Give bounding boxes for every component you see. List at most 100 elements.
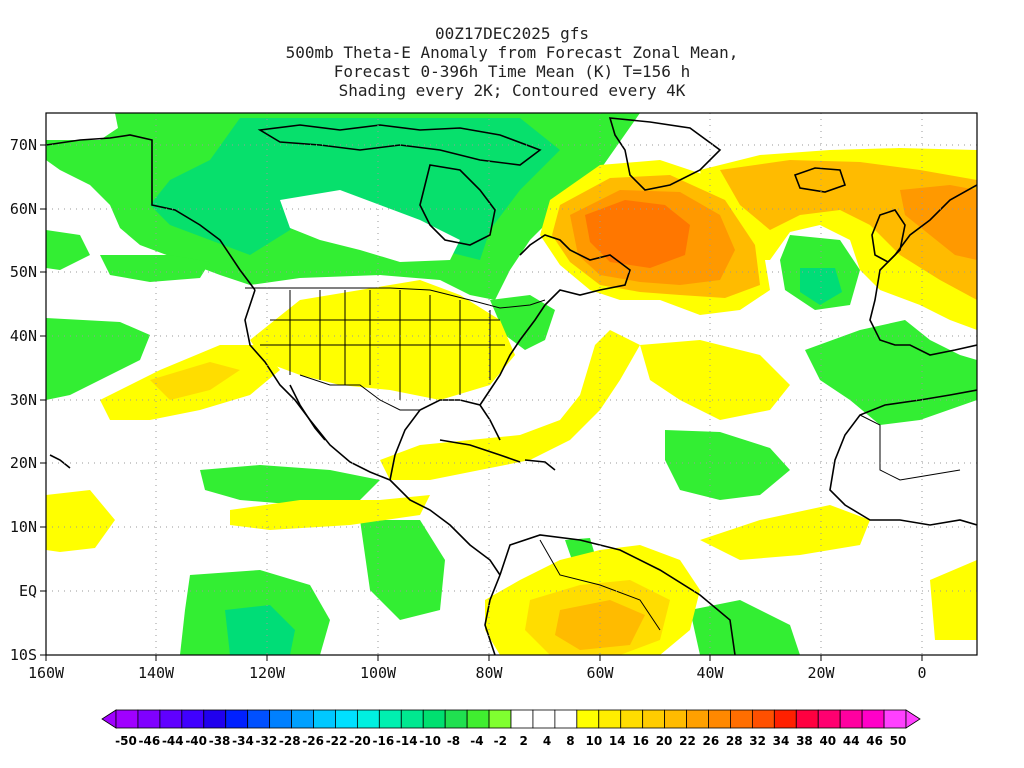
lon-label: 0 <box>917 664 926 682</box>
lat-label: 20N <box>10 454 37 472</box>
shade-green-dark-atlantic <box>800 268 842 305</box>
colorbar-label: 8 <box>566 734 574 748</box>
colorbar-swatch <box>576 709 600 729</box>
colorbar-swatch <box>839 709 863 729</box>
longitude-labels: 160W 140W 120W 100W 80W 60W 40W 20W 0 <box>28 664 927 682</box>
colorbar-swatch <box>510 709 534 729</box>
colorbar-swatch <box>313 709 336 729</box>
border-africa-west <box>859 414 961 481</box>
graticule <box>46 113 977 655</box>
colorbar-swatch <box>203 709 227 729</box>
shade-yellow-dark-pacific-band <box>150 362 240 400</box>
lon-label: 160W <box>28 664 65 682</box>
colorbar-swatch <box>686 709 709 729</box>
colorbar-swatch <box>378 709 402 729</box>
colorbar-label: -50 <box>115 734 137 748</box>
colorbar-label: 32 <box>749 734 766 748</box>
coast-central-america <box>389 479 501 576</box>
coast-europe <box>869 184 977 356</box>
coast-florida <box>479 304 546 406</box>
colorbar-swatch <box>466 709 490 729</box>
colorbar-arrow-left <box>101 709 117 729</box>
colorbar-swatch <box>159 709 183 729</box>
tick-marks <box>40 144 923 661</box>
colorbar-label: 44 <box>843 734 860 748</box>
colorbar-swatch <box>181 709 205 729</box>
lon-label: 40W <box>696 664 724 682</box>
coast-south-america <box>499 534 736 655</box>
colorbar-swatch <box>817 709 841 729</box>
title-line-2: 500mb Theta-E Anomaly from Forecast Zona… <box>285 43 739 62</box>
colorbar-swatch <box>247 709 271 729</box>
colorbar-label: -38 <box>209 734 231 748</box>
colorbar-label: -22 <box>326 734 348 748</box>
lon-label: 140W <box>138 664 175 682</box>
border-us-canada <box>245 287 546 309</box>
title-line-4: Shading every 2K; Contoured every 4K <box>338 81 686 100</box>
shade-yellow-usa <box>250 280 515 400</box>
colorbar-swatch <box>773 709 797 729</box>
latitude-labels: 70N 60N 50N 40N 30N 20N 10N EQ 10S <box>10 136 37 664</box>
colorbar-label: -4 <box>470 734 483 748</box>
colorbar-swatch <box>356 709 380 729</box>
coast-hispaniola <box>524 459 556 471</box>
coast-africa <box>829 389 977 526</box>
lon-label: 60W <box>586 664 614 682</box>
title-block: 00Z17DEC2025 gfs 500mb Theta-E Anomaly f… <box>0 24 1024 100</box>
shade-yellow-caribbean <box>380 330 640 480</box>
colorbar-label: 38 <box>796 734 813 748</box>
colorbar-label: -46 <box>139 734 161 748</box>
lon-label: 100W <box>360 664 397 682</box>
colorbar-swatch <box>730 709 753 729</box>
shade-green-east-pacific <box>200 465 380 505</box>
colorbar-swatch <box>554 709 578 729</box>
colorbar-swatch <box>532 709 556 729</box>
colorbar-label: -8 <box>447 734 460 748</box>
colorbar-swatch <box>598 709 622 729</box>
colorbar-swatch <box>795 709 819 729</box>
colorbar-swatch <box>225 709 249 729</box>
colorbar-swatch <box>664 709 687 729</box>
lat-label: 70N <box>10 136 37 154</box>
colorbar-arrow-right <box>905 709 921 729</box>
colorbar-label: 4 <box>543 734 551 748</box>
colorbar-label: 46 <box>866 734 883 748</box>
state-grid <box>260 290 505 400</box>
colorbar-swatch <box>115 709 139 729</box>
colorbar-label: 14 <box>609 734 626 748</box>
colorbar-swatch <box>883 709 907 729</box>
coast-iceland <box>793 167 847 193</box>
shade-orange-dark-labrador <box>585 200 690 268</box>
shade-yellow-hawaii <box>46 490 115 552</box>
colorbar-label: -28 <box>279 734 301 748</box>
lat-label: EQ <box>19 582 37 600</box>
shade-green-aleutian <box>46 230 90 270</box>
colorbar-label: 2 <box>520 734 528 748</box>
shade-white-hudson <box>280 190 460 262</box>
colorbar-swatch <box>422 709 446 729</box>
colorbar-swatch <box>488 709 512 729</box>
colorbar-label: -32 <box>256 734 278 748</box>
shade-green-pacific-strip <box>100 255 210 282</box>
shade-yellow-eq-band <box>230 495 430 530</box>
lat-label: 40N <box>10 327 37 345</box>
shade-green-africa <box>805 320 977 425</box>
anomaly-shading <box>46 113 977 655</box>
colorbar-label: 22 <box>679 734 696 748</box>
colorbar-swatch <box>708 709 731 729</box>
colorbar-label: -26 <box>302 734 324 748</box>
colorbar-label: 40 <box>819 734 836 748</box>
coast-west-na <box>244 289 391 481</box>
title-line-3: Forecast 0-396h Time Mean (K) T=156 h <box>333 62 691 81</box>
colorbar-label: -10 <box>419 734 441 748</box>
lat-label: 60N <box>10 200 37 218</box>
border-us-mexico <box>299 374 420 411</box>
shade-yellow-tropical-atlantic <box>700 505 870 560</box>
colorbar-swatch <box>751 709 775 729</box>
colorbar-label: -34 <box>232 734 254 748</box>
colorbar-swatch <box>642 709 666 729</box>
shade-green-south-pacific-2 <box>360 520 445 620</box>
coast-hudson-bay <box>419 164 496 246</box>
shade-green-dark-canada <box>150 118 560 260</box>
coast-gulf <box>389 399 501 481</box>
